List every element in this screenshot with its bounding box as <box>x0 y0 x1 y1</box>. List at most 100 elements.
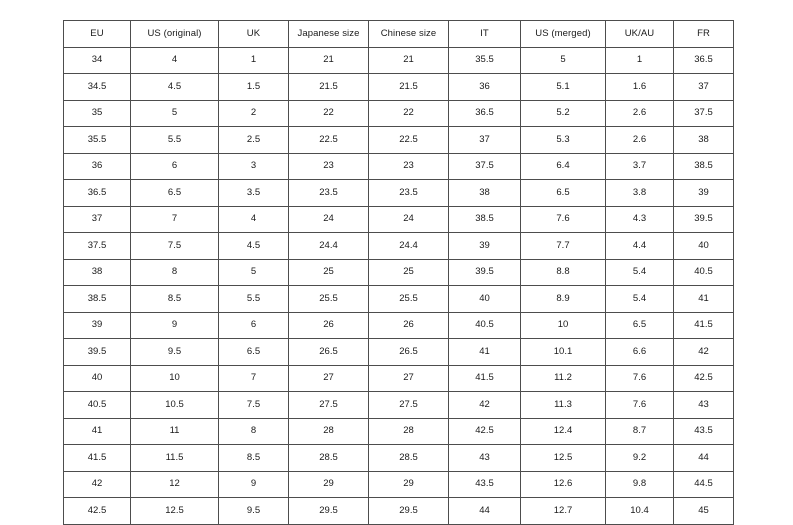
column-header-it: IT <box>448 20 521 48</box>
cell-fr: 43.5 <box>673 417 734 445</box>
cell-japanese-size: 23.5 <box>288 179 369 207</box>
cell-uk: 9 <box>218 470 289 498</box>
cell-it: 39 <box>448 232 521 260</box>
cell-it: 40.5 <box>448 311 521 339</box>
cell-uk: 4 <box>218 205 289 233</box>
table-row: 35.5 5.5 2.5 22.5 22.5 37 5.3 2.6 38 <box>63 126 734 154</box>
cell-fr: 45 <box>673 497 734 525</box>
cell-it: 39.5 <box>448 258 521 286</box>
cell-japanese-size: 26 <box>288 311 369 339</box>
cell-it: 41 <box>448 338 521 366</box>
size-table-container: EU US (original) UK Japanese size Chinese si… <box>63 20 734 525</box>
cell-fr: 41.5 <box>673 311 734 339</box>
cell-uk-au: 10.4 <box>605 497 674 525</box>
cell-uk: 1.5 <box>218 73 289 101</box>
cell-uk: 2.5 <box>218 126 289 154</box>
cell-chinese-size: 29 <box>368 470 449 498</box>
cell-japanese-size: 23 <box>288 152 369 180</box>
cell-chinese-size: 23.5 <box>368 179 449 207</box>
cell-chinese-size: 26.5 <box>368 338 449 366</box>
cell-us-merged: 12.7 <box>520 497 606 525</box>
cell-us-merged: 12.4 <box>520 417 606 445</box>
cell-japanese-size: 24.4 <box>288 232 369 260</box>
cell-uk-au: 3.8 <box>605 179 674 207</box>
cell-us-original: 5 <box>130 99 219 127</box>
cell-uk: 9.5 <box>218 497 289 525</box>
cell-us-original: 10 <box>130 364 219 392</box>
cell-us-original: 12.5 <box>130 497 219 525</box>
cell-it: 38 <box>448 179 521 207</box>
cell-eu: 40 <box>63 364 131 392</box>
cell-uk-au: 6.5 <box>605 311 674 339</box>
cell-eu: 39.5 <box>63 338 131 366</box>
cell-it: 38.5 <box>448 205 521 233</box>
table-row: 40 10 7 27 27 41.5 11.2 7.6 42.5 <box>63 364 734 392</box>
cell-us-merged: 11.3 <box>520 391 606 419</box>
cell-uk: 3.5 <box>218 179 289 207</box>
cell-uk: 7 <box>218 364 289 392</box>
cell-chinese-size: 26 <box>368 311 449 339</box>
cell-us-merged: 10.1 <box>520 338 606 366</box>
cell-uk: 8 <box>218 417 289 445</box>
cell-it: 41.5 <box>448 364 521 392</box>
table-row: 40.5 10.5 7.5 27.5 27.5 42 11.3 7.6 43 <box>63 391 734 419</box>
cell-chinese-size: 24.4 <box>368 232 449 260</box>
cell-fr: 39 <box>673 179 734 207</box>
cell-chinese-size: 28.5 <box>368 444 449 472</box>
cell-us-original: 7 <box>130 205 219 233</box>
page-root: EU US (original) UK Japanese size Chinese si… <box>63 20 734 525</box>
column-header-uk: UK <box>218 20 289 48</box>
cell-uk: 6 <box>218 311 289 339</box>
cell-chinese-size: 22 <box>368 99 449 127</box>
cell-chinese-size: 23 <box>368 152 449 180</box>
cell-eu: 41.5 <box>63 444 131 472</box>
cell-fr: 40 <box>673 232 734 260</box>
cell-japanese-size: 27.5 <box>288 391 369 419</box>
cell-eu: 40.5 <box>63 391 131 419</box>
cell-us-original: 6.5 <box>130 179 219 207</box>
cell-us-original: 5.5 <box>130 126 219 154</box>
cell-chinese-size: 21.5 <box>368 73 449 101</box>
cell-us-original: 9.5 <box>130 338 219 366</box>
cell-uk-au: 1.6 <box>605 73 674 101</box>
cell-uk-au: 2.6 <box>605 99 674 127</box>
cell-fr: 37.5 <box>673 99 734 127</box>
cell-fr: 40.5 <box>673 258 734 286</box>
cell-us-merged: 7.7 <box>520 232 606 260</box>
shoe-size-conversion-table: EU US (original) UK Japanese size Chinese si… <box>63 20 734 525</box>
cell-eu: 42 <box>63 470 131 498</box>
cell-japanese-size: 21.5 <box>288 73 369 101</box>
header-row: EU US (original) UK Japanese size Chinese si… <box>63 20 734 48</box>
cell-japanese-size: 27 <box>288 364 369 392</box>
cell-us-merged: 10 <box>520 311 606 339</box>
cell-us-merged: 8.9 <box>520 285 606 313</box>
cell-it: 44 <box>448 497 521 525</box>
cell-japanese-size: 24 <box>288 205 369 233</box>
cell-uk-au: 5.4 <box>605 258 674 286</box>
cell-us-original: 11 <box>130 417 219 445</box>
cell-uk-au: 4.4 <box>605 232 674 260</box>
table-row: 38.5 8.5 5.5 25.5 25.5 40 8.9 5.4 41 <box>63 285 734 313</box>
cell-it: 35.5 <box>448 46 521 74</box>
cell-eu: 37 <box>63 205 131 233</box>
cell-eu: 42.5 <box>63 497 131 525</box>
cell-us-original: 11.5 <box>130 444 219 472</box>
cell-us-merged: 8.8 <box>520 258 606 286</box>
cell-uk-au: 7.6 <box>605 364 674 392</box>
table-row: 42.5 12.5 9.5 29.5 29.5 44 12.7 10.4 45 <box>63 497 734 525</box>
cell-uk: 4.5 <box>218 232 289 260</box>
table-row: 37.5 7.5 4.5 24.4 24.4 39 7.7 4.4 40 <box>63 232 734 260</box>
cell-fr: 44.5 <box>673 470 734 498</box>
cell-us-original: 4.5 <box>130 73 219 101</box>
cell-uk: 5.5 <box>218 285 289 313</box>
cell-it: 37.5 <box>448 152 521 180</box>
cell-us-merged: 6.5 <box>520 179 606 207</box>
cell-it: 36 <box>448 73 521 101</box>
cell-it: 43.5 <box>448 470 521 498</box>
cell-us-merged: 5.1 <box>520 73 606 101</box>
cell-uk-au: 3.7 <box>605 152 674 180</box>
cell-eu: 41 <box>63 417 131 445</box>
cell-fr: 36.5 <box>673 46 734 74</box>
cell-fr: 38 <box>673 126 734 154</box>
cell-us-merged: 5 <box>520 46 606 74</box>
